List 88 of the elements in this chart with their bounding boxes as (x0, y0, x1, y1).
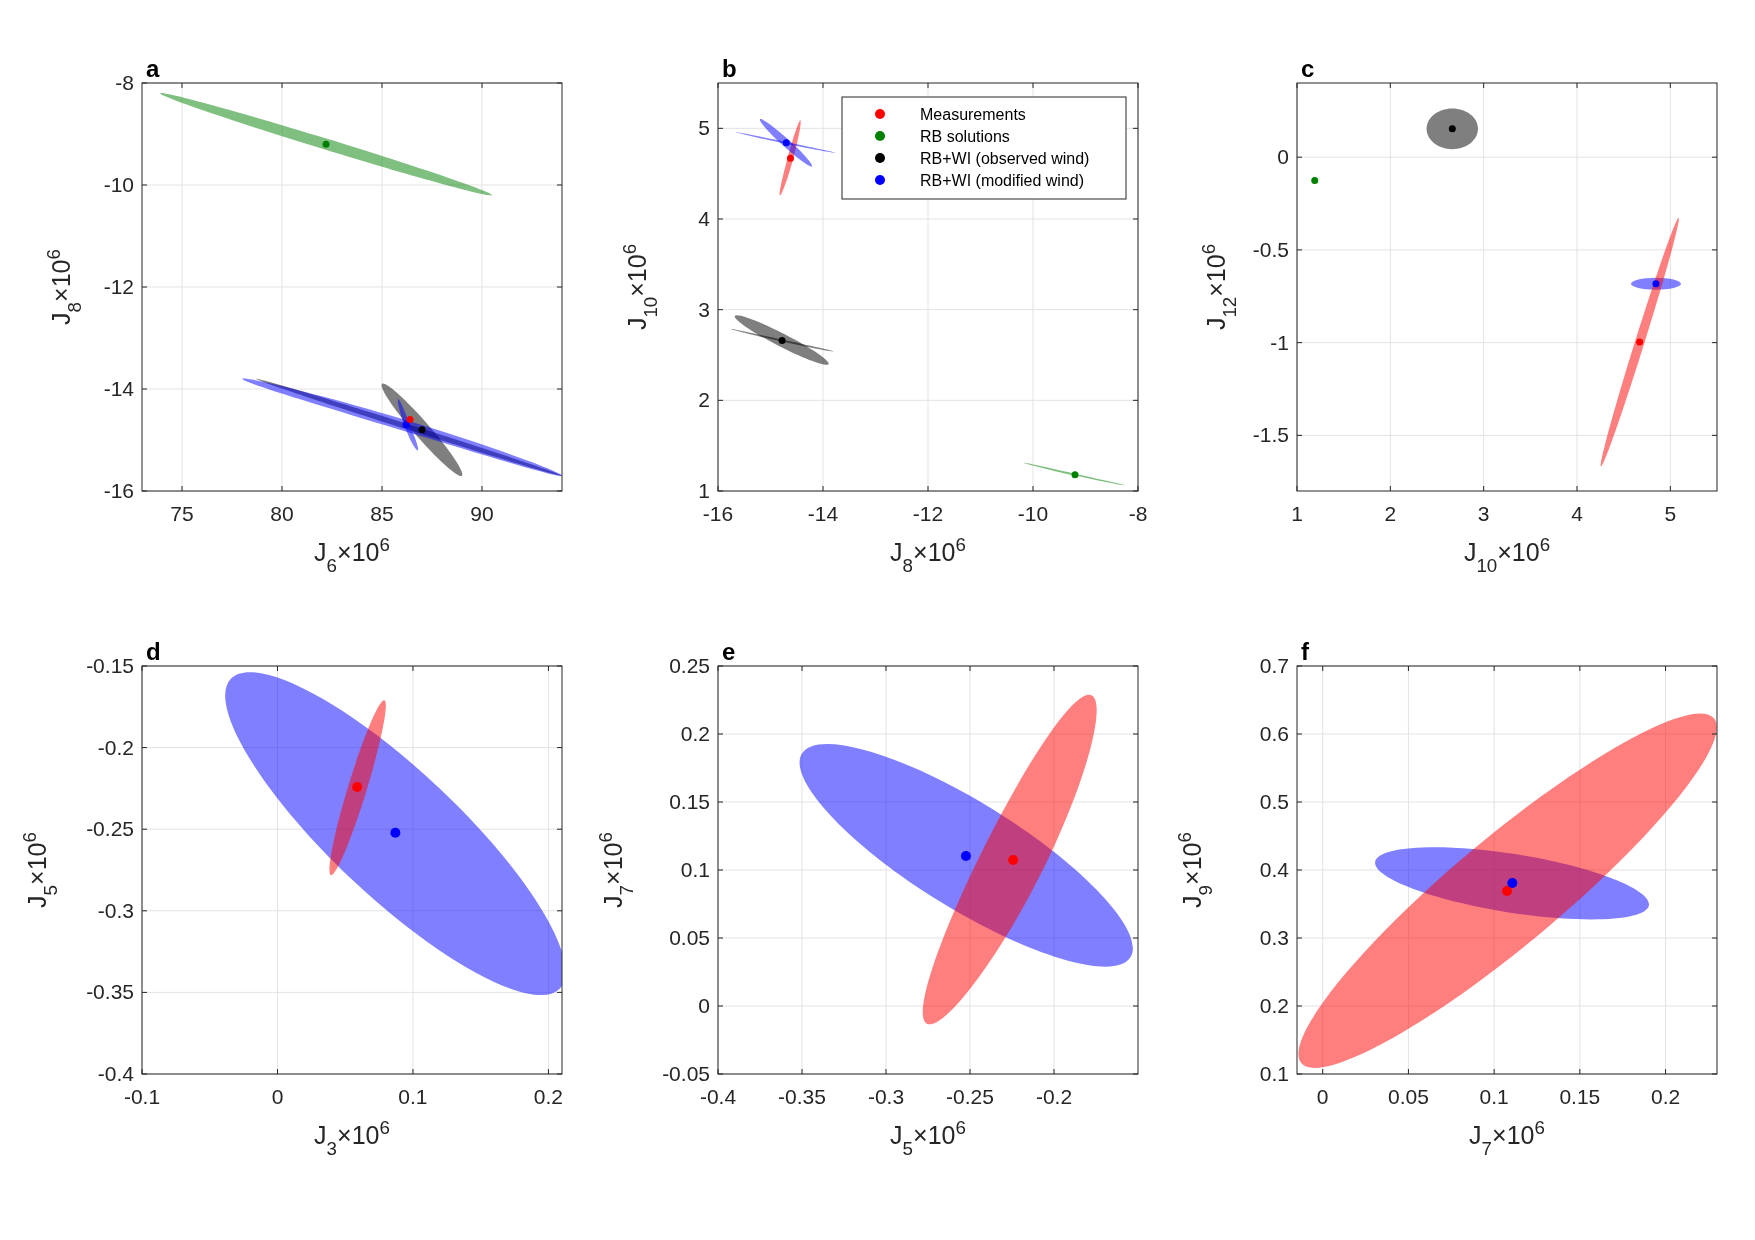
x-tick-label: -0.3 (867, 1085, 905, 1108)
x-tick-label: -14 (807, 502, 839, 525)
y-tick-label: -0.2 (97, 735, 134, 759)
x-axis-title: J$_{3}$×10$^{6}$ (314, 1116, 390, 1159)
point (418, 426, 426, 434)
y-tick-label: 1 (698, 479, 710, 502)
x-axis-title: J$_{5}$×10$^{6}$ (890, 1116, 966, 1159)
x-tick-label: 85 (370, 502, 394, 525)
point (402, 421, 410, 429)
y-tick-label: 0.4 (1259, 858, 1290, 881)
x-tick-label: 0.1 (1479, 1085, 1509, 1108)
legend-label: Measurements (920, 106, 1026, 123)
chart-title: b (722, 55, 737, 82)
x-tick-label: 0.2 (533, 1085, 564, 1108)
point (1071, 471, 1079, 479)
y-tick-label: -0.25 (86, 817, 134, 841)
legend-label: RB solutions (920, 128, 1010, 145)
y-tick-label: 0.2 (680, 722, 710, 745)
chart-title: d (146, 638, 161, 665)
y-tick-label: -8 (115, 71, 134, 94)
x-tick-label: 90 (470, 502, 494, 525)
x-tick-label: 1 (1291, 502, 1303, 525)
chart-title: e (722, 638, 736, 665)
x-axis-title: J$_{7}$×10$^{6}$ (1469, 1116, 1545, 1159)
chart-title: c (1301, 55, 1315, 82)
point (782, 139, 790, 147)
y-tick-label: -0.35 (86, 980, 134, 1004)
x-tick-label: 3 (1477, 502, 1490, 525)
point (1636, 338, 1644, 346)
y-tick-label: 0.25 (669, 654, 710, 677)
x-tick-label: 4 (1571, 502, 1584, 525)
y-tick-label: 0.05 (669, 926, 710, 949)
x-tick-label: -10 (1017, 502, 1049, 525)
y-tick-label: 0.2 (1259, 994, 1289, 1017)
y-tick-label: -1.5 (1252, 423, 1289, 447)
x-axis-title: J$_{8}$×10$^{6}$ (890, 533, 966, 576)
y-tick-label: -12 (103, 275, 134, 298)
point (786, 154, 794, 162)
point (406, 416, 414, 424)
point (1448, 125, 1456, 133)
y-tick-label: -0.3 (97, 898, 134, 922)
y-tick-label: 0 (698, 994, 710, 1017)
y-tick-label: -1 (1270, 330, 1289, 354)
y-tick-label: 0.1 (1259, 1062, 1289, 1085)
y-tick-label: 0.7 (1259, 654, 1289, 677)
y-tick-label: 4 (698, 207, 711, 230)
x-tick-label: 0.2 (1650, 1085, 1681, 1108)
x-axis-title: J$_{10}$×10$^{6}$ (1463, 533, 1551, 576)
x-tick-label: 0.15 (1559, 1085, 1601, 1108)
x-tick-label: 2 (1384, 502, 1397, 525)
x-tick-label: -0.1 (123, 1085, 161, 1108)
chart-title: f (1301, 638, 1310, 665)
x-tick-label: -12 (912, 502, 944, 525)
legend-label: RB+WI (observed wind) (920, 150, 1090, 167)
y-tick-label: -0.15 (86, 654, 134, 677)
y-tick-label: 5 (698, 116, 710, 140)
x-tick-label: 0 (271, 1085, 284, 1108)
y-tick-label: -0.4 (97, 1062, 135, 1085)
x-tick-label: -0.2 (1035, 1085, 1073, 1108)
x-axis-title: J$_{6}$×10$^{6}$ (314, 533, 390, 576)
y-tick-label: 0.6 (1259, 722, 1289, 745)
y-tick-label: -14 (103, 377, 135, 400)
x-tick-label: 5 (1664, 502, 1677, 525)
y-tick-label: -0.05 (662, 1062, 710, 1085)
point (322, 140, 330, 148)
x-tick-label: 0.1 (398, 1085, 428, 1108)
x-tick-label: 80 (270, 502, 294, 525)
y-tick-label: 2 (698, 388, 710, 412)
y-tick-label: 0.5 (1259, 790, 1289, 813)
y-tick-label: 0 (1277, 145, 1289, 169)
legend-label: RB+WI (modified wind) (920, 172, 1085, 189)
x-tick-label: 75 (170, 502, 194, 525)
point (778, 336, 786, 344)
x-tick-label: -8 (1128, 502, 1148, 525)
y-tick-label: 3 (698, 297, 710, 321)
y-tick-label: -10 (103, 173, 134, 196)
chart-title: a (146, 55, 160, 82)
x-tick-label: -0.35 (778, 1085, 826, 1108)
x-tick-label: 0.05 (1387, 1085, 1429, 1108)
y-tick-label: 0.15 (669, 790, 710, 813)
x-tick-label: 0 (1316, 1085, 1329, 1108)
x-tick-label: -0.25 (946, 1085, 994, 1108)
y-tick-label: -16 (103, 479, 134, 502)
y-tick-label: -0.5 (1252, 237, 1289, 261)
y-tick-label: 0.3 (1259, 926, 1289, 949)
point (1311, 177, 1319, 185)
point (1652, 280, 1660, 288)
y-tick-label: 0.1 (680, 858, 710, 881)
